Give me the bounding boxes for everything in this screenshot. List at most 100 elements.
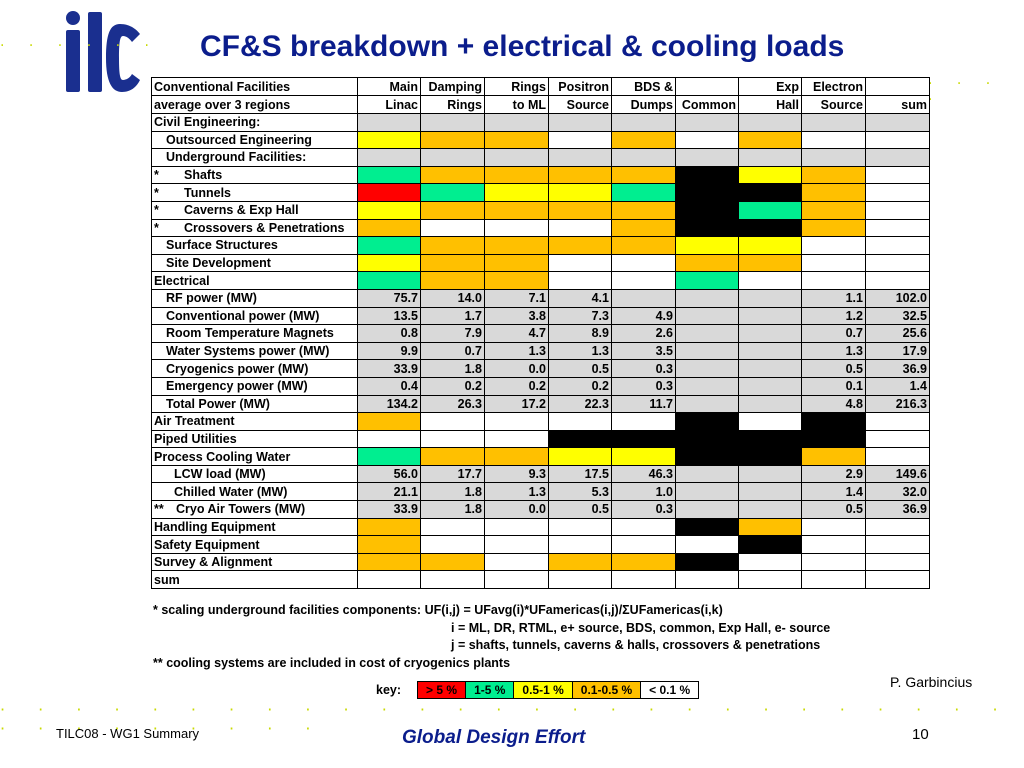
table-cell [484,429,549,449]
table-cell [738,306,802,326]
row-label-text: Safety Equipment [154,537,260,552]
table-cell [801,447,866,466]
header-column: BDS & [611,77,676,96]
table-cell [675,130,739,150]
table-cell: 8.9 [548,324,612,343]
table-cell: 13.5 [357,306,421,326]
table-cell [484,148,549,167]
table-cell: 1.3 [484,482,549,502]
row-label-text: Chilled Water (MW) [174,484,288,499]
table-cell: 0.4 [357,376,421,396]
table-cell: 11.7 [611,394,676,414]
row-label-text: Water Systems power (MW) [166,344,330,359]
footer-organization: Global Design Effort [402,727,586,748]
row-label: Outsourced Engineering [151,130,358,150]
row-label-text: Electrical [154,273,210,288]
table-cell: 17.7 [420,464,485,484]
header-label: Conventional Facilities [151,77,358,96]
table-cell [611,570,676,590]
table-cell [801,271,866,290]
table-cell [357,412,421,431]
table-cell [357,271,421,290]
row-label: Surface Structures [151,236,358,255]
page-number: 10 [912,726,929,743]
row-label: Civil Engineering: [151,113,358,132]
table-cell [675,376,739,396]
table-cell [611,130,676,150]
table-row: * Tunnels [151,183,930,202]
table-cell [675,552,739,572]
table-row: Air Treatment [151,412,930,431]
table-cell [675,236,739,255]
table-cell [420,271,485,290]
table-cell [548,552,612,572]
table-cell [611,148,676,167]
footnote-index-j: j = shafts, tunnels, caverns & halls, cr… [451,638,821,652]
table-cell [357,183,421,202]
table-cell: 33.9 [357,500,421,519]
table-row: * Caverns & Exp Hall [151,200,930,220]
row-label: * Tunnels [151,183,358,202]
table-cell: 22.3 [548,394,612,414]
table-cell [738,324,802,343]
table-cell [548,517,612,537]
row-label: Safety Equipment [151,535,358,554]
row-label: Conventional power (MW) [151,306,358,326]
header-column: sum [865,95,930,114]
table-cell: 0.5 [548,500,612,519]
table-cell [548,183,612,202]
table-cell: 7.9 [420,324,485,343]
row-label-text: Total Power (MW) [166,396,270,411]
table-cell [484,236,549,255]
row-label-text: Site Development [166,256,271,271]
table-cell [548,447,612,466]
table-cell [420,253,485,273]
table-cell [738,200,802,220]
table-cell [611,200,676,220]
footnote-marker: * [154,185,159,200]
table-cell [420,570,485,590]
ilc-logo [60,8,142,92]
table-cell [548,165,612,185]
table-cell [675,429,739,449]
table-cell [738,517,802,537]
table-cell: 4.9 [611,306,676,326]
table-cell [801,113,866,132]
row-label: Survey & Alignment [151,552,358,572]
header-column: Dumps [611,95,676,114]
table-cell [611,517,676,537]
slide-title: CF&S breakdown + electrical & cooling lo… [200,30,845,63]
table-row: Total Power (MW) 134.2 26.3 17.2 22.3 11.7 4.8… [151,394,930,414]
table-cell [738,341,802,361]
table-cell: 2.9 [801,464,866,484]
table-cell: 0.2 [548,376,612,396]
header-column: Source [801,95,866,114]
table-cell [865,271,930,290]
table-cell [357,429,421,449]
table-cell [357,165,421,185]
table-cell [865,130,930,150]
table-cell [675,500,739,519]
table-row: Cryogenics power (MW) 33.9 1.8 0.0 0.5 0.3 0.5… [151,359,930,378]
table-cell: 1.4 [865,376,930,396]
table-cell: 0.7 [801,324,866,343]
table-cell [420,429,485,449]
table-cell [738,288,802,308]
footnote-cooling: ** cooling systems are included in cost … [153,655,511,670]
table-cell [420,148,485,167]
table-cell [738,376,802,396]
table-cell [801,236,866,255]
table-cell: 0.1 [801,376,866,396]
table-cell [738,253,802,273]
table-cell [548,570,612,590]
decorative-dots-footer: · · · · · · · · · · · · · · · · · · · · … [0,700,1012,738]
footnote-index-i: i = ML, DR, RTML, e+ source, BDS, common… [451,620,831,635]
table-row: Chilled Water (MW) 21.1 1.8 1.3 5.3 1.0 1.4 32.… [151,482,930,502]
table-cell [548,113,612,132]
table-cell [675,183,739,202]
table-row: Electrical [151,271,930,290]
table-cell [548,130,612,150]
table-cell: 9.9 [357,341,421,361]
table-cell [611,412,676,431]
table-row: Process Cooling Water [151,447,930,466]
